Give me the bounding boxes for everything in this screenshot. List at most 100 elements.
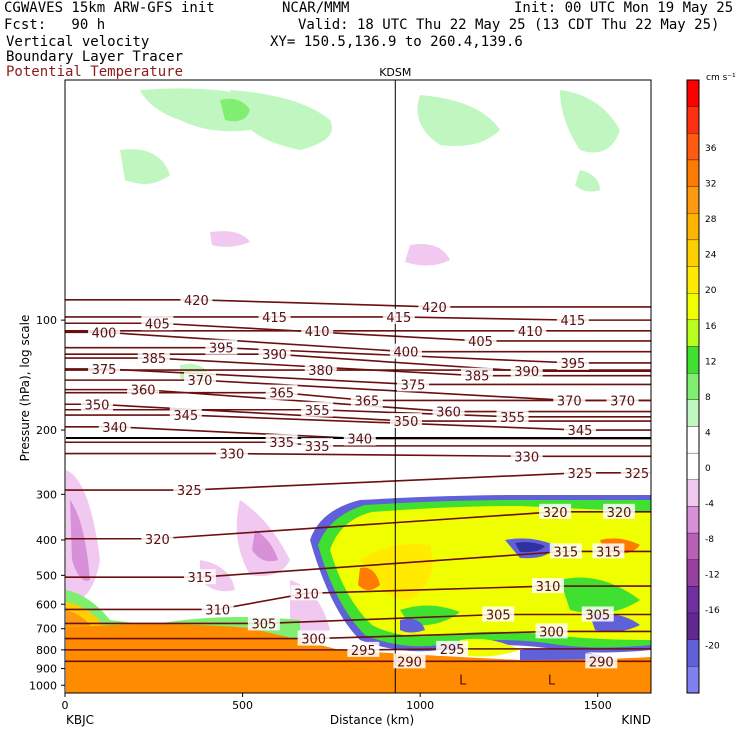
theta-label-bg: [482, 606, 515, 622]
theta-contour-420: [65, 299, 651, 308]
theta-label: 370: [557, 394, 582, 409]
theta-label: 290: [589, 655, 614, 670]
colorbar-swatch: [686, 293, 700, 321]
colorbar-label: 24: [705, 251, 717, 261]
colorbar-label: 12: [705, 357, 716, 367]
theta-label-bg: [553, 392, 586, 408]
field-label-tracer: Boundary Layer Tracer: [6, 49, 184, 65]
colorbar-swatch: [686, 346, 700, 374]
theta-label-bg: [137, 350, 170, 366]
plot-frame: [64, 79, 652, 694]
y-tick-label: 800: [36, 644, 57, 657]
distance-axis: 0 500 1000 1500: [62, 693, 612, 712]
x-tick-label: 500: [232, 699, 253, 712]
colorbar-swatch: [686, 319, 700, 347]
theta-label: 400: [394, 346, 419, 361]
colorbar-label: 28: [705, 215, 717, 225]
theta-label: 325: [624, 467, 649, 482]
colorbar-label: 32: [705, 180, 716, 190]
colorbar-swatch: [686, 133, 700, 161]
theta-label: 395: [209, 342, 234, 357]
pressure-axis: 100 200 300 400 500 600 700 800 900 1000: [29, 314, 65, 692]
kdsm-label: KDSM: [379, 66, 411, 79]
colorbar-unit: cm s⁻¹: [706, 73, 736, 83]
theta-label: 355: [500, 411, 525, 426]
theta-label-bg: [432, 403, 465, 419]
theta-label-bg: [397, 376, 430, 392]
theta-label: 345: [173, 409, 198, 424]
theta-label: 330: [514, 450, 539, 465]
forecast-hour: Fcst: 90 h: [4, 17, 106, 33]
init-time: Init: 00 UTC Mon 19 May 25: [514, 0, 734, 16]
theta-label-bg: [183, 372, 216, 388]
theta-label-bg: [169, 407, 202, 423]
theta-label: 420: [422, 301, 447, 316]
theta-label-bg: [304, 362, 337, 378]
colorbar-swatch: [686, 79, 700, 107]
theta-label-bg: [563, 464, 596, 480]
theta-label: 290: [397, 655, 422, 670]
low-label: L: [548, 674, 556, 689]
theta-label-bg: [265, 434, 298, 450]
theta-label-bg: [418, 298, 451, 314]
theta-label-bg: [389, 413, 422, 429]
theta-label-bg: [265, 384, 298, 400]
theta-label: 385: [465, 370, 490, 385]
theta-label-bg: [549, 543, 582, 559]
right-station-label: KIND: [621, 713, 651, 727]
colorbar-label: 36: [705, 144, 717, 154]
theta-label-bg: [563, 422, 596, 438]
theta-label-bg: [535, 623, 568, 639]
theta-label: 415: [560, 314, 585, 329]
field-label-vertical-velocity: Vertical velocity: [6, 34, 150, 50]
colorbar-label: 0: [705, 464, 711, 474]
theta-label: 315: [596, 545, 621, 560]
theta-label: 325: [177, 484, 202, 499]
theta-label-bg: [247, 615, 280, 631]
theta-label-bg: [201, 601, 234, 617]
colorbar-swatch: [686, 666, 700, 694]
colorbar-swatch: [686, 213, 700, 241]
colorbar-swatch: [686, 399, 700, 427]
theta-label-bg: [581, 606, 614, 622]
theta-label: 365: [354, 394, 379, 409]
theta-label: 340: [347, 433, 372, 448]
theta-label-bg: [301, 437, 334, 453]
theta-label: 325: [568, 467, 593, 482]
colorbar-swatch: [686, 106, 700, 134]
theta-contour-375: [65, 368, 651, 386]
x-axis-label: Distance (km): [330, 713, 414, 727]
theta-label: 355: [305, 404, 330, 419]
theta-label-bg: [98, 418, 131, 434]
y-axis-label: Pressure (hPa), log scale: [18, 315, 32, 462]
x-tick-label: 1000: [406, 699, 434, 712]
theta-label-bg: [532, 578, 565, 594]
theta-label: 410: [305, 325, 330, 340]
theta-contour-345: [65, 414, 651, 431]
y-tick-label: 100: [36, 314, 57, 327]
theta-label-bg: [215, 445, 248, 461]
colorbar-label: -8: [705, 535, 714, 545]
colorbar-swatch: [686, 612, 700, 640]
theta-label: 330: [220, 448, 245, 463]
theta-label: 390: [514, 365, 539, 380]
theta-label-bg: [297, 630, 330, 646]
theta-label-bg: [350, 392, 383, 408]
theta-label: 305: [251, 617, 276, 632]
y-tick-label: 300: [36, 488, 57, 501]
theta-label-bg: [141, 315, 174, 331]
theta-label-bg: [592, 543, 625, 559]
theta-label-bg: [183, 569, 216, 585]
y-tick-label: 600: [36, 598, 57, 611]
model-title: CGWAVES 15km ARW-GFS init: [4, 0, 215, 16]
theta-label-bg: [556, 354, 589, 370]
theta-label-bg: [393, 653, 426, 669]
theta-label-bg: [620, 464, 653, 480]
theta-label-bg: [141, 530, 174, 546]
theta-label-bg: [301, 322, 334, 338]
colorbar-swatch: [686, 479, 700, 507]
theta-label: 360: [436, 406, 461, 421]
colorbar-swatch: [686, 639, 700, 667]
colorbar-label: 4: [705, 428, 711, 438]
theta-label: 300: [539, 625, 564, 640]
